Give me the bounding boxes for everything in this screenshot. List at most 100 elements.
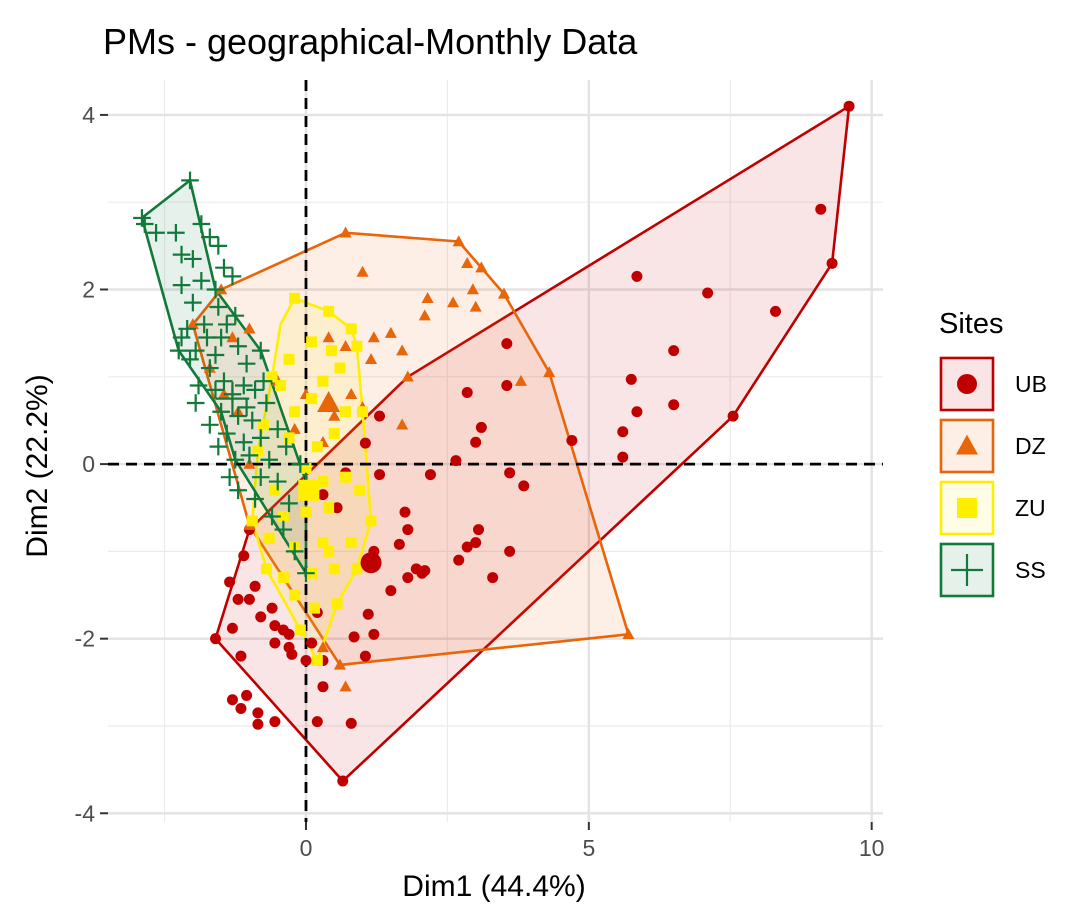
point-zu: [331, 598, 343, 610]
point-ub: [226, 694, 238, 706]
point-ub: [402, 524, 414, 536]
point-zu: [252, 445, 264, 457]
point-ub: [770, 305, 782, 317]
point-zu: [311, 655, 323, 667]
point-dz: [396, 418, 409, 430]
point-ss: [184, 250, 202, 268]
point-ub: [359, 650, 371, 662]
point-ub: [504, 545, 516, 557]
point-zu: [246, 515, 258, 527]
point-ub: [617, 426, 629, 438]
point-ss: [251, 341, 270, 360]
series-ss: [133, 171, 315, 583]
point-zu: [294, 624, 306, 636]
point-dz: [333, 658, 346, 670]
point-ss: [206, 280, 225, 299]
point-ub: [306, 637, 318, 649]
point-zu: [323, 305, 335, 317]
point-zu: [275, 380, 287, 392]
point-ub: [826, 257, 838, 269]
point-ss: [291, 455, 310, 473]
point-ub: [359, 437, 371, 449]
point-ub: [241, 689, 253, 701]
point-ss: [251, 429, 270, 447]
point-ub: [255, 611, 267, 623]
point-ub: [450, 455, 462, 467]
point-ub: [252, 718, 264, 730]
point-ss: [246, 381, 264, 399]
point-ub: [393, 538, 405, 550]
point-ss: [229, 407, 247, 425]
point-ss: [226, 450, 245, 469]
point-ss: [234, 433, 253, 452]
point-ss: [240, 446, 259, 465]
point-ub: [368, 628, 380, 640]
point-dz: [452, 235, 465, 247]
legend-marker-ss: [951, 554, 983, 586]
point-dz: [367, 331, 380, 343]
point-dz: [364, 353, 378, 365]
point-ss: [192, 215, 211, 233]
point-zu: [345, 537, 357, 549]
point-ss: [226, 306, 245, 325]
point-zu: [365, 515, 377, 527]
point-ub: [348, 631, 360, 643]
point-dz: [622, 628, 635, 640]
point-ub: [266, 602, 278, 614]
point-ss: [209, 237, 228, 255]
point-ub: [402, 572, 414, 584]
point-ub: [283, 628, 295, 640]
point-ub: [631, 406, 643, 418]
legend: Sites UB DZ ZU SS: [939, 308, 1047, 598]
point-zu: [351, 563, 363, 575]
point-ub: [331, 502, 343, 514]
point-ss: [229, 337, 247, 356]
point-zu: [317, 476, 329, 488]
point-dz: [401, 370, 414, 382]
point-ss: [215, 372, 233, 390]
point-ub: [238, 550, 250, 562]
point-ub: [668, 399, 680, 411]
group-centroids: [215, 381, 382, 574]
point-ub: [518, 480, 530, 492]
point-zu: [258, 419, 270, 431]
point-ss: [285, 542, 304, 561]
point-ub: [283, 641, 295, 653]
point-ub: [625, 373, 637, 385]
point-ub: [501, 338, 513, 350]
centroid-dz: [317, 391, 341, 412]
y-tick-label: 0: [82, 451, 95, 477]
point-ss: [181, 350, 199, 369]
point-ss: [209, 437, 228, 456]
point-ss: [192, 271, 211, 290]
legend-marker-ub: [957, 374, 977, 394]
point-ss: [217, 424, 236, 443]
point-dz: [461, 257, 474, 269]
point-zu: [328, 563, 340, 575]
series-zu: [246, 292, 377, 667]
point-zu: [325, 345, 337, 357]
point-dz: [466, 283, 479, 295]
point-zu: [277, 572, 289, 584]
point-ub: [399, 506, 411, 518]
point-dz: [243, 322, 256, 334]
point-dz: [421, 291, 434, 303]
point-ub: [224, 576, 236, 588]
point-zu: [300, 462, 312, 474]
point-zu: [306, 336, 318, 348]
point-zu: [289, 406, 301, 418]
point-ss: [172, 276, 191, 294]
point-zu: [283, 353, 295, 365]
point-ss: [135, 215, 154, 233]
point-ub: [209, 633, 221, 645]
point-zu: [300, 506, 312, 518]
point-dz: [418, 309, 431, 321]
point-dz: [316, 641, 330, 653]
point-ss: [254, 372, 273, 390]
hull-ub: [214, 104, 851, 783]
point-dz: [469, 300, 482, 312]
point-zu: [317, 375, 329, 387]
point-ss: [212, 328, 230, 347]
point-ss: [181, 171, 199, 190]
point-zu: [277, 510, 289, 522]
